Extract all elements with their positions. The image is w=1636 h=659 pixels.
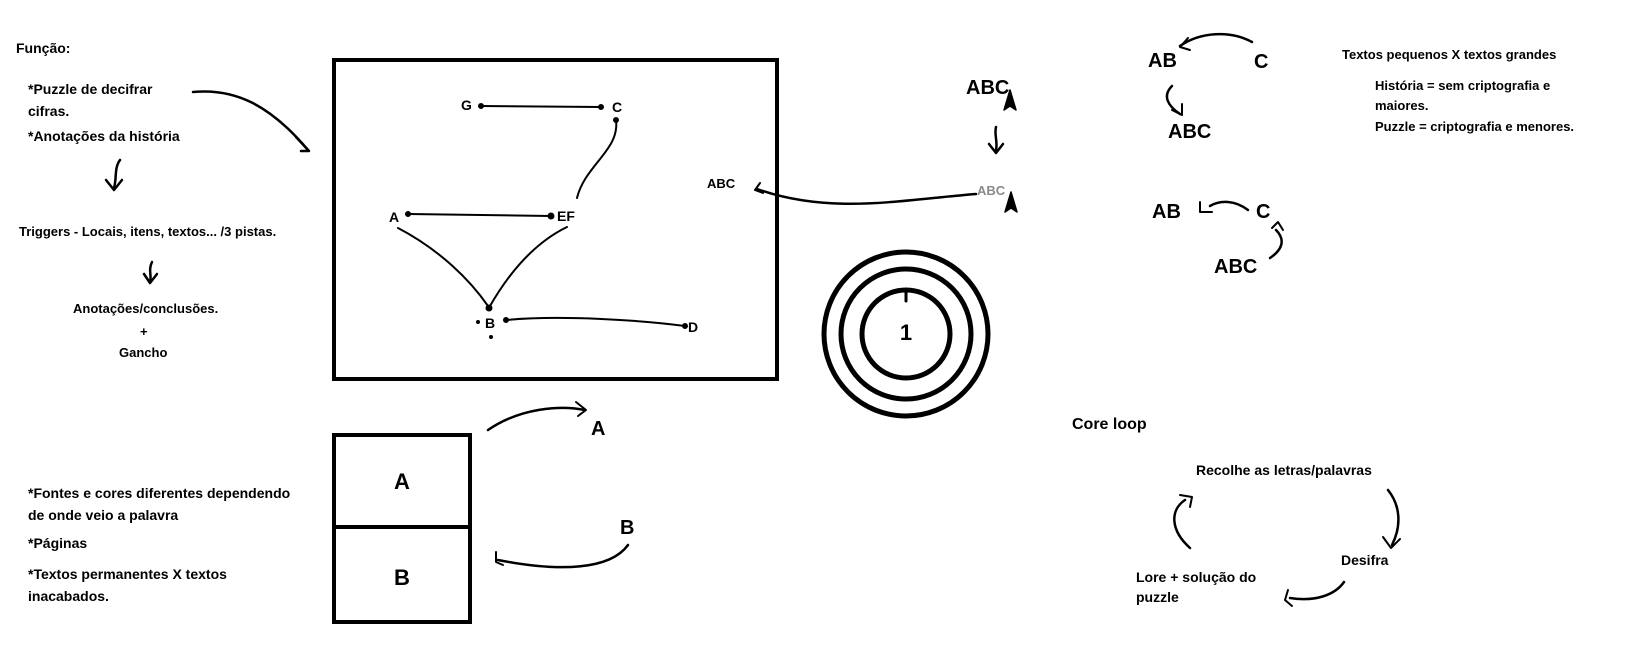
merge-arrow [1268,228,1283,260]
node-g: G [461,97,472,113]
node-b: B [485,315,496,331]
edge-dot [405,211,411,217]
cursor-icon [1003,89,1017,111]
target-number: 1 [899,320,913,345]
edge-dot [613,117,619,123]
core-loop-recolhe: Recolhe as letras/palavras [1196,462,1372,478]
bullet-puzzle-cont: cifras. [28,103,70,119]
edge-dot [478,103,484,109]
edge-a-ef [407,213,552,217]
loop-arrow-head [1179,494,1193,508]
drag-arrow-head [754,182,764,194]
merge1-c: C [1254,51,1269,73]
bullet-puzzle: *Puzzle de decifrar [28,81,153,97]
edge-dot [682,323,688,329]
abc-word-gray: ABC [977,183,1006,198]
merge-arrow [1208,200,1250,212]
triggers-text: Triggers - Locais, itens, textos... /3 p… [19,224,277,239]
drag-arrow [755,187,978,206]
target-ring-middle [838,266,974,402]
down-arrow-head [987,142,1005,155]
down-arrow [112,158,122,190]
merge2-ab: AB [1152,201,1181,223]
loop-arrow [1288,580,1346,601]
curved-arrow [496,543,630,569]
abc-word-top: ABC [966,77,1010,99]
merge-arrow [1178,32,1254,48]
edge-a-b [397,227,489,307]
curved-arrow [191,90,310,152]
merge2-abc: ABC [1214,256,1258,278]
historia-note-cont: maiores. [1375,98,1429,113]
down-arrow [148,260,154,284]
paginas-note: *Páginas [28,535,88,551]
curved-arrow-head [495,551,504,566]
abc-word-small: ABC [707,176,736,191]
historia-note: História = sem criptografia e [1375,78,1551,93]
cursor-icon [1004,191,1018,213]
curved-arrow [486,406,587,432]
core-loop-desifra: Desifra [1341,552,1389,568]
page-b-box: B [332,525,472,624]
merge1-abc: ABC [1168,121,1212,143]
edge-c-ef [576,119,618,199]
edge-dot [489,335,493,339]
down-arrow [994,125,998,152]
merge-arrow-head [1271,221,1284,231]
bullet-anotacoes: *Anotações da história [28,128,180,144]
merge-arrow-head [1179,37,1191,51]
node-ef: EF [557,208,575,224]
merge1-ab: AB [1148,50,1177,72]
merge-arrow-head [1199,201,1213,213]
textos-note-cont: inacabados. [28,588,109,604]
edge-dot [598,104,604,110]
node-c: C [612,99,623,115]
edge-b-d [505,316,686,327]
anotacoes-conclusoes: Anotações/conclusões. [73,301,219,316]
loop-arrow [1173,498,1192,550]
down-arrow-head [104,178,124,192]
textos-note: *Textos permanentes X textos [28,566,227,582]
page-b-label: B [394,565,410,590]
edge-g-c [480,105,602,108]
fontes-note-cont: de onde veio a palavra [28,507,179,523]
edge-dot [476,320,480,324]
node-d: D [688,319,699,335]
floating-label-a: A [591,418,606,440]
plus-sign: + [140,324,148,339]
loop-arrow-head [1382,536,1401,549]
curved-arrow-head [294,135,311,153]
edge-dot [485,304,493,312]
core-loop-title: Core loop [1072,416,1147,433]
merge2-c: C [1256,201,1271,223]
text-sizes-title: Textos pequenos X textos grandes [1342,47,1557,62]
node-a: A [389,209,400,225]
loop-arrow [1386,488,1400,547]
core-loop-lore-cont: puzzle [1136,589,1179,605]
edge-dot [503,317,509,323]
gancho-text: Gancho [119,345,168,360]
loop-arrow-head [1284,589,1293,607]
edge-dot [547,212,555,220]
fontes-note: *Fontes e cores diferentes dependendo [28,485,291,501]
target-ring-outer [821,249,991,419]
down-arrow-head [142,272,159,285]
curved-arrow-head [575,401,587,417]
edge-ef-b [489,226,568,307]
page-a-box: A [332,433,472,529]
merge-arrow-head [1171,103,1183,116]
core-loop-lore: Lore + solução do [1136,569,1257,585]
clue-graph-box [332,58,779,381]
page-a-label: A [394,469,410,494]
puzzle-note: Puzzle = criptografia e menores. [1375,119,1575,134]
funcao-title: Função: [16,40,71,56]
floating-label-b: B [620,517,635,539]
